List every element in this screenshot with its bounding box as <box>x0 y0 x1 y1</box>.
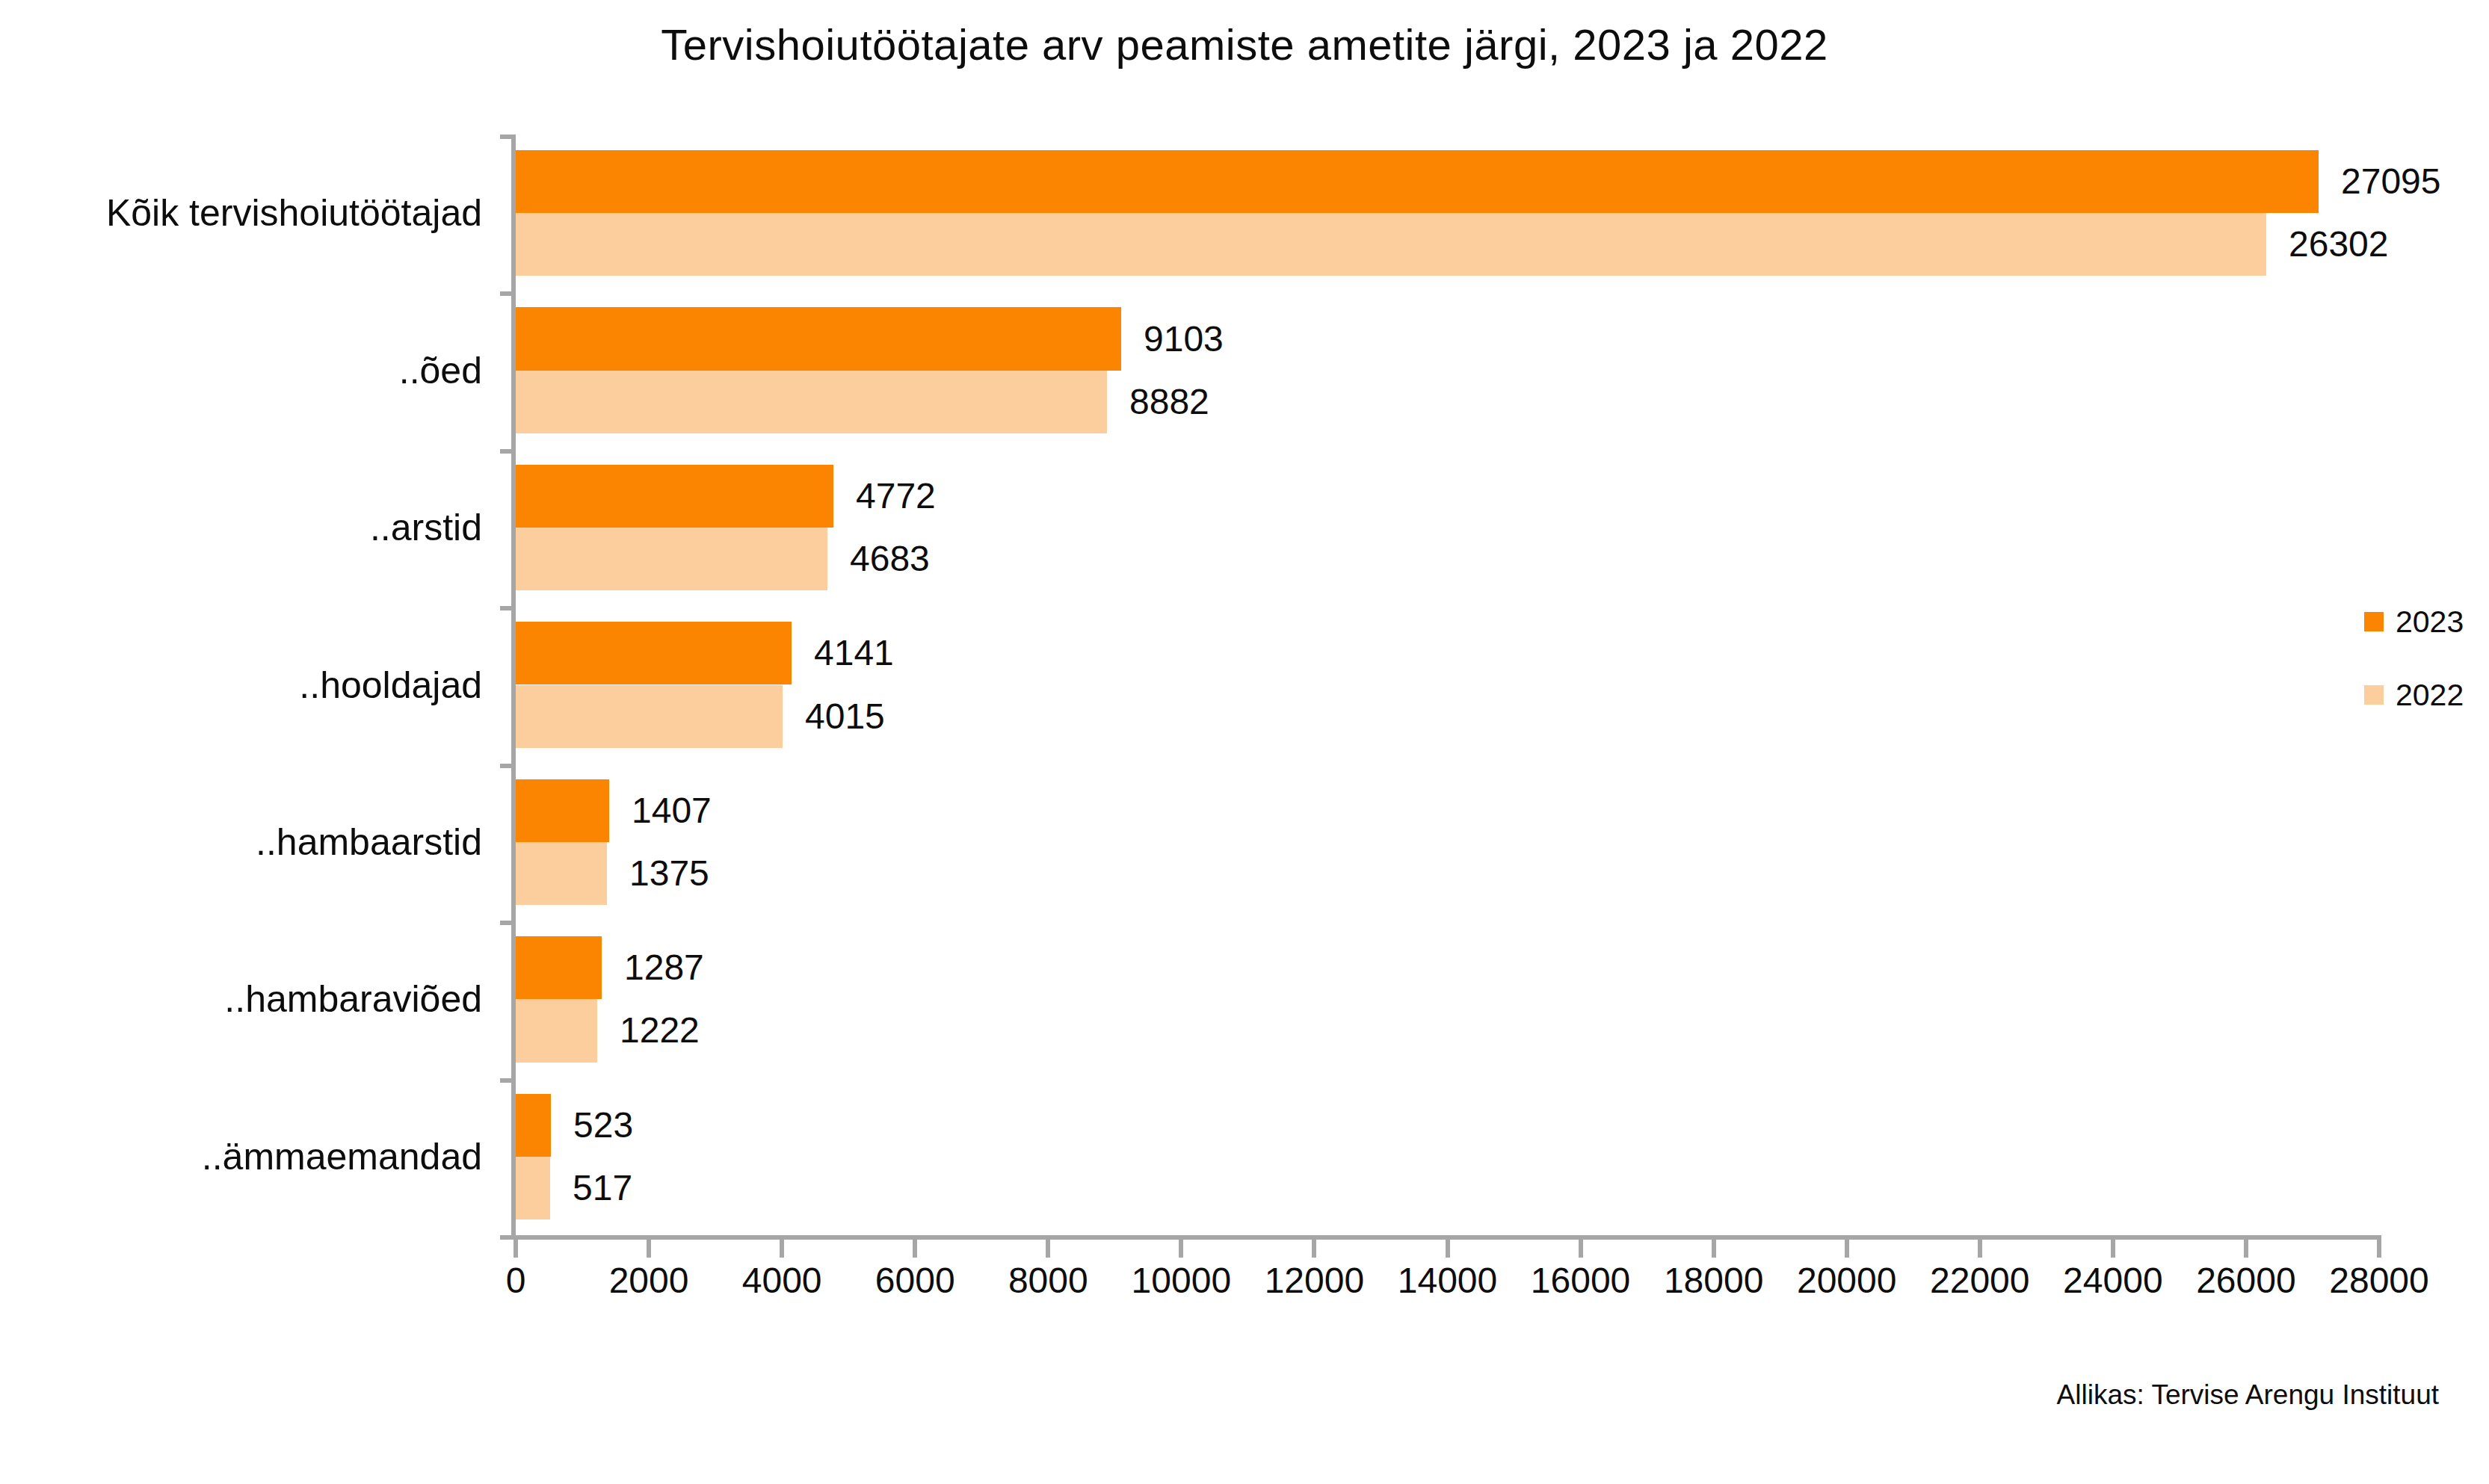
y-axis-tick <box>500 606 511 610</box>
value-label-2023: 1287 <box>624 950 704 986</box>
value-label-2022: 1222 <box>620 1012 700 1048</box>
category-label: ..arstid <box>0 509 482 546</box>
value-label-2022: 4683 <box>850 541 930 577</box>
value-label-2022: 517 <box>573 1170 632 1206</box>
x-axis-tick <box>513 1240 518 1258</box>
value-label-2023: 4772 <box>856 478 936 514</box>
x-axis-tick <box>1712 1240 1716 1258</box>
y-axis-tick <box>500 764 511 768</box>
x-axis-tick <box>1046 1240 1050 1258</box>
category-label: ..ämmaemandad <box>0 1138 482 1175</box>
legend-swatch-2023 <box>2364 612 2384 631</box>
y-axis-tick <box>500 1078 511 1083</box>
value-label-2023: 523 <box>573 1107 633 1143</box>
category-label: ..hambaraviõed <box>0 980 482 1018</box>
x-axis-tick <box>647 1240 651 1258</box>
category-label: ..õed <box>0 352 482 389</box>
legend-item-2022: 2022 <box>2364 678 2464 711</box>
bar-2023 <box>516 936 602 999</box>
x-axis-tick <box>1978 1240 1982 1258</box>
chart-title: Tervishoiutöötajate arv peamiste ametite… <box>0 19 2489 69</box>
value-label-2022: 8882 <box>1129 384 1209 420</box>
x-axis-tick <box>2377 1240 2381 1258</box>
x-axis-tick <box>1312 1240 1316 1258</box>
value-label-2022: 1375 <box>629 856 709 891</box>
bar-2022 <box>516 1157 550 1219</box>
y-axis-tick <box>500 135 511 139</box>
x-axis-tick <box>2111 1240 2115 1258</box>
x-axis-tick <box>2244 1240 2248 1258</box>
bar-2022 <box>516 213 2266 276</box>
x-axis-tick <box>1845 1240 1849 1258</box>
bar-2022 <box>516 999 597 1062</box>
x-axis-tick <box>1179 1240 1183 1258</box>
bar-2022 <box>516 371 1107 433</box>
bar-2023 <box>516 150 2319 213</box>
value-label-2023: 1407 <box>632 793 712 829</box>
y-axis-tick <box>500 1235 511 1240</box>
bar-2022 <box>516 685 783 748</box>
bar-2023 <box>516 779 609 842</box>
bar-2022 <box>516 842 607 905</box>
value-label-2023: 4141 <box>814 635 894 671</box>
y-axis-tick <box>500 921 511 925</box>
category-label: ..hooldajad <box>0 667 482 704</box>
legend-swatch-2022 <box>2364 685 2384 705</box>
value-label-2023: 9103 <box>1144 321 1224 357</box>
bar-2023 <box>516 307 1121 370</box>
x-axis-tick <box>913 1240 917 1258</box>
y-axis-tick <box>500 291 511 296</box>
legend-label-2023: 2023 <box>2396 607 2464 637</box>
bar-2023 <box>516 1094 551 1157</box>
category-label: ..hambaarstid <box>0 823 482 861</box>
legend-label-2022: 2022 <box>2396 680 2464 711</box>
category-label: Kõik tervishoiutöötajad <box>0 194 482 232</box>
value-label-2022: 4015 <box>805 699 885 735</box>
x-axis-tick-label: 28000 <box>2267 1263 2489 1299</box>
legend-item-2023: 2023 <box>2364 605 2464 638</box>
source-note: Allikas: Tervise Arengu Instituut <box>2057 1379 2439 1411</box>
value-label-2023: 27095 <box>2341 164 2440 200</box>
x-axis-tick <box>1579 1240 1583 1258</box>
value-label-2022: 26302 <box>2289 226 2388 262</box>
bar-2023 <box>516 622 792 684</box>
bar-2023 <box>516 465 833 528</box>
y-axis-tick <box>500 449 511 454</box>
bar-2022 <box>516 528 827 590</box>
x-axis-tick <box>780 1240 784 1258</box>
x-axis-tick <box>1446 1240 1450 1258</box>
